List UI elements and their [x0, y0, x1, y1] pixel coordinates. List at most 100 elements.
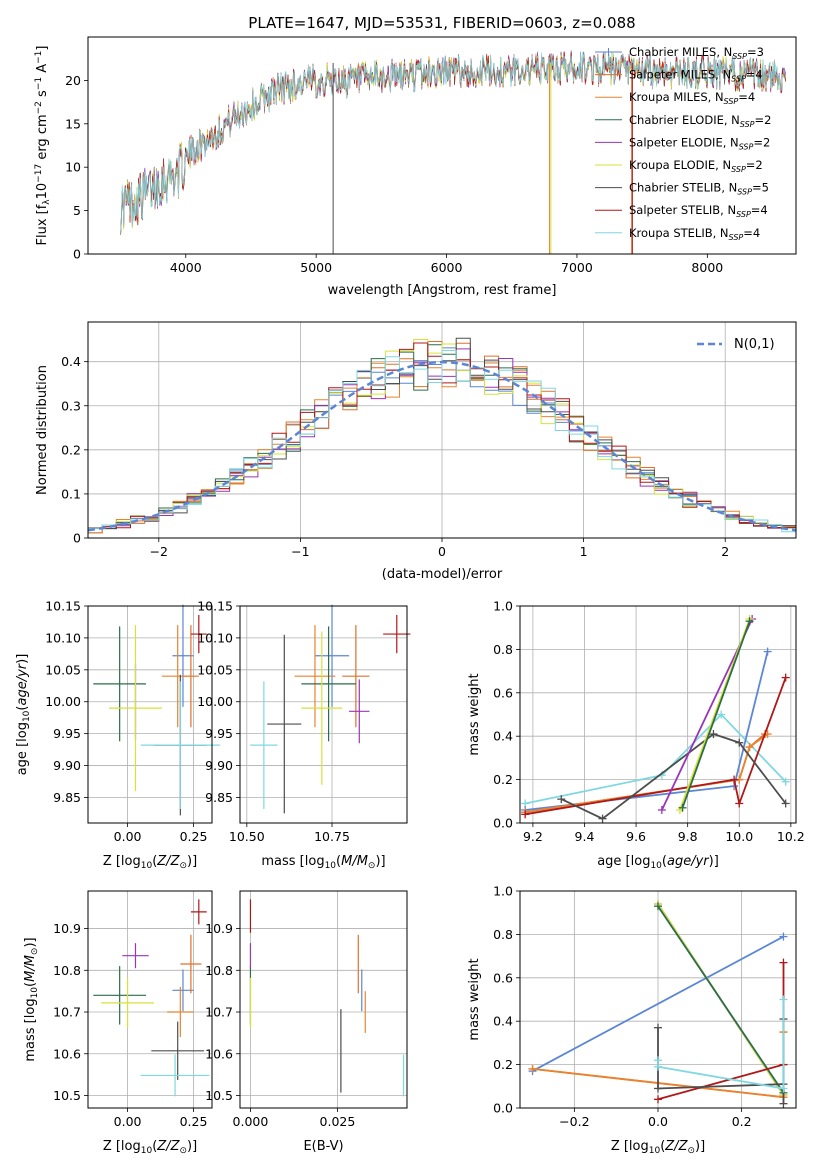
legend-label: Chabrier MILES, NSSP=3	[629, 45, 764, 61]
x-tick-label: 0.25	[180, 829, 208, 844]
y-tick-label: 0	[73, 247, 81, 262]
x-tick-label: 10.0	[725, 829, 753, 844]
x-tick-label: −0.2	[559, 1114, 589, 1129]
x-tick-label: 0.00	[114, 1114, 142, 1129]
histogram-step	[88, 350, 796, 533]
legend-label: Kroupa STELIB, NSSP=4	[629, 226, 760, 242]
y-tick-label: 10.10	[45, 630, 81, 645]
y-tick-label: 10.9	[53, 921, 81, 936]
weight-line	[532, 935, 784, 1072]
x-tick-label: 9.4	[575, 829, 595, 844]
y-axis-label: Normed distribution	[35, 365, 50, 495]
y-tick-label: 10.5	[205, 1088, 233, 1103]
y-tick-label: 0.2	[493, 1057, 513, 1072]
x-tick-label: 10.50	[229, 829, 265, 844]
y-tick-label: 9.90	[205, 758, 233, 773]
axes-frame	[519, 890, 797, 1109]
x-tick-label: 0.00	[114, 829, 142, 844]
y-axis-label: mass weight	[467, 673, 482, 755]
y-tick-label: 15	[65, 116, 81, 131]
y-tick-label: 10.8	[53, 963, 81, 978]
x-tick-label: 5000	[300, 260, 332, 275]
y-tick-label: 9.90	[53, 758, 81, 773]
y-tick-label: 10.00	[197, 694, 233, 709]
y-tick-label: 0.0	[493, 816, 513, 831]
x-axis-label: mass [log10(M/M⊙)]	[261, 854, 385, 871]
x-tick-label: 6000	[431, 260, 463, 275]
y-tick-label: 10.10	[197, 630, 233, 645]
figure-title: PLATE=1647, MJD=53531, FIBERID=0603, z=0…	[248, 14, 635, 32]
x-tick-label: 2	[721, 544, 729, 559]
y-tick-label: 9.95	[205, 726, 233, 741]
axes-frame	[87, 36, 797, 255]
axes-frame	[87, 890, 213, 1109]
y-tick-label: 10.8	[205, 963, 233, 978]
y-tick-label: 10.05	[197, 662, 233, 677]
y-tick-label: 0.0	[493, 1101, 513, 1116]
x-axis-label: wavelength [Angstrom, rest frame]	[328, 283, 557, 298]
x-axis-label: E(B-V)	[303, 1139, 343, 1154]
y-tick-label: 0.6	[493, 970, 513, 985]
weight-line	[657, 905, 785, 1094]
weight-line	[525, 713, 787, 805]
y-tick-label: 10.00	[45, 694, 81, 709]
y-tick-label: 10.7	[205, 1005, 233, 1020]
y-tick-label: 1.0	[493, 599, 513, 614]
x-tick-label: 7000	[561, 260, 593, 275]
y-axis-label: mass weight	[467, 958, 482, 1040]
y-tick-label: 10.5	[53, 1088, 81, 1103]
y-tick-label: 10.9	[205, 921, 233, 936]
y-tick-label: 10.6	[205, 1046, 233, 1061]
y-tick-label: 9.85	[205, 790, 233, 805]
axes-frame	[239, 605, 408, 824]
y-tick-label: 10	[65, 160, 81, 175]
legend-label: Salpeter ELODIE, NSSP=2	[629, 135, 770, 151]
x-tick-label: 0	[438, 544, 446, 559]
normal-curve	[87, 360, 797, 532]
x-tick-label: 10.2	[777, 829, 805, 844]
y-tick-label: 10.6	[53, 1046, 81, 1061]
x-tick-label: 0.025	[320, 1114, 356, 1129]
legend-label: Chabrier ELODIE, NSSP=2	[629, 113, 771, 129]
x-tick-label: 9.8	[678, 829, 698, 844]
y-tick-label: 0.6	[493, 685, 513, 700]
x-tick-label: 1	[580, 544, 588, 559]
legend-label-normal: N(0,1)	[734, 337, 775, 352]
y-tick-label: 0.2	[493, 772, 513, 787]
x-tick-label: 4000	[170, 260, 202, 275]
x-axis-label: age [log10(age/yr)]	[597, 854, 719, 871]
y-axis-label: Flux [fλ10−17 erg cm−2 s−1 A−1]	[34, 46, 52, 246]
y-tick-label: 9.85	[53, 790, 81, 805]
x-tick-label: 10.75	[314, 829, 350, 844]
legend-label: Chabrier STELIB, NSSP=5	[629, 181, 769, 197]
y-tick-label: 0.4	[493, 729, 513, 744]
x-axis-label: Z [log10(Z/Z⊙)]	[103, 1139, 197, 1156]
axes-frame	[87, 321, 797, 539]
x-tick-label: 0.000	[233, 1114, 269, 1129]
y-tick-label: 20	[65, 73, 81, 88]
y-tick-label: 0.3	[61, 398, 81, 413]
x-tick-label: 0.0	[648, 1114, 668, 1129]
y-axis-label: mass [log10(M/M⊙)]	[23, 937, 40, 1061]
y-tick-label: 9.95	[53, 726, 81, 741]
legend-label: Salpeter STELIB, NSSP=4	[629, 203, 768, 219]
axes-frame	[239, 890, 408, 1109]
y-tick-label: 1.0	[493, 884, 513, 899]
y-tick-label: 0.4	[61, 354, 81, 369]
y-tick-label: 5	[73, 203, 81, 218]
x-tick-label: 9.6	[626, 829, 646, 844]
x-axis-label: Z [log10(Z/Z⊙)]	[611, 1139, 705, 1156]
x-tick-label: −1	[291, 544, 309, 559]
y-axis-label: age [log10(age/yr)]	[15, 654, 32, 776]
x-axis-label: Z [log10(Z/Z⊙)]	[103, 854, 197, 871]
y-tick-label: 10.7	[53, 1005, 81, 1020]
y-tick-label: 0.8	[493, 642, 513, 657]
axes-frame	[519, 605, 797, 824]
spectrum-line	[120, 51, 786, 235]
y-tick-label: 0.1	[61, 486, 81, 501]
y-tick-label: 0.8	[493, 927, 513, 942]
y-tick-label: 10.15	[197, 599, 233, 614]
x-axis-label: (data-model)/error	[382, 567, 503, 582]
y-tick-label: 10.15	[45, 599, 81, 614]
